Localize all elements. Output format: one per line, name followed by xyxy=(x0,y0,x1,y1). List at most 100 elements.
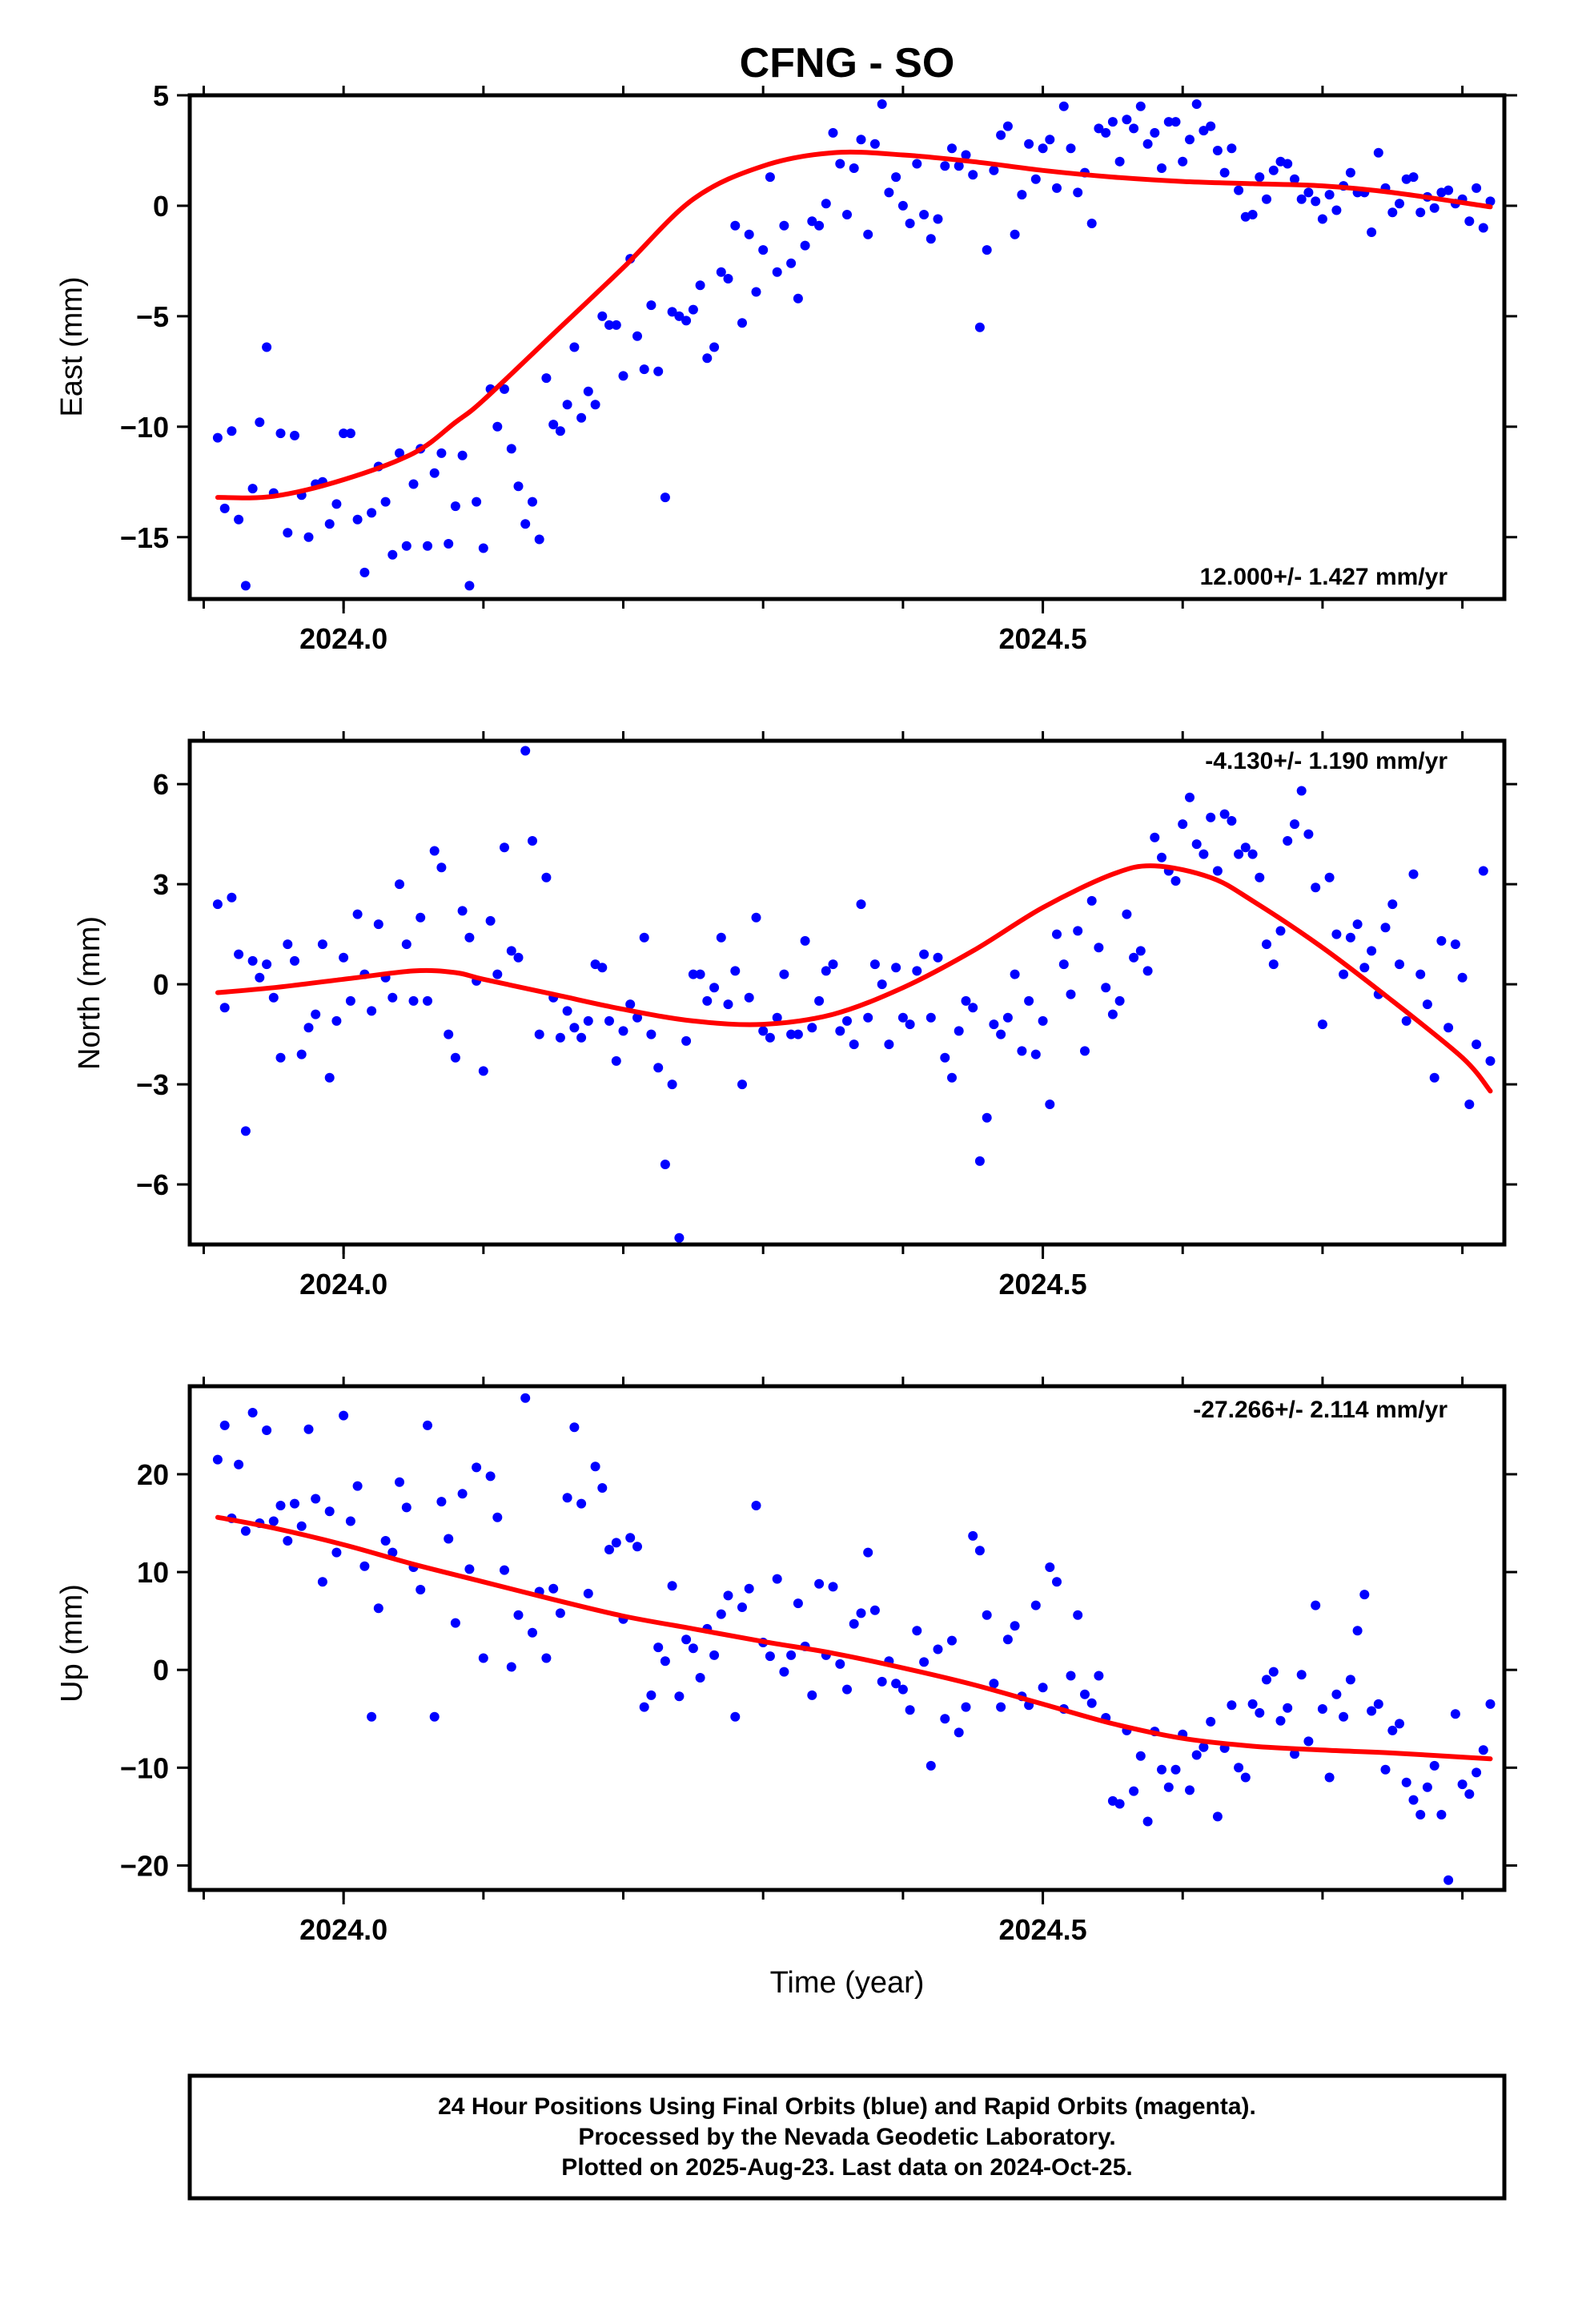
east-frame xyxy=(187,93,1507,601)
up-point-0 xyxy=(212,1454,223,1465)
north-point-114 xyxy=(1010,969,1020,979)
up-point-67 xyxy=(681,1634,692,1645)
up-point-32 xyxy=(436,1497,447,1507)
up-xtick-label-2024: 2024.0 xyxy=(299,1913,387,1946)
up-point-158 xyxy=(1317,1704,1327,1714)
up-point-83 xyxy=(793,1598,803,1609)
north-point-180 xyxy=(1472,1039,1482,1050)
east-point-168 xyxy=(1387,207,1398,218)
north-point-49 xyxy=(555,1032,565,1043)
up-point-152 xyxy=(1275,1715,1286,1726)
east-point-67 xyxy=(681,316,692,326)
up-point-122 xyxy=(1066,1671,1076,1681)
east-point-4 xyxy=(240,581,251,591)
north-frame xyxy=(187,738,1507,1247)
east-point-146 xyxy=(1234,185,1244,195)
east-point-140 xyxy=(1191,99,1202,109)
east-point-89 xyxy=(835,159,845,169)
north-point-170 xyxy=(1401,1015,1411,1026)
east-point-143 xyxy=(1212,146,1223,155)
north-point-101 xyxy=(919,949,930,959)
north-point-38 xyxy=(478,1066,488,1076)
up-point-61 xyxy=(639,1702,649,1712)
east-point-41 xyxy=(500,384,509,394)
north-point-28 xyxy=(408,995,419,1006)
east-point-19 xyxy=(345,428,355,439)
up-point-4 xyxy=(240,1526,251,1536)
east-point-82 xyxy=(786,258,797,268)
east-point-136 xyxy=(1163,117,1174,127)
north-point-103 xyxy=(933,952,943,963)
east-rate-label: 12.000+/- 1.427 mm/yr xyxy=(1200,564,1448,590)
north-point-32 xyxy=(436,862,447,873)
east-point-45 xyxy=(528,497,537,507)
east-point-110 xyxy=(982,245,992,255)
up-point-59 xyxy=(625,1533,636,1543)
north-point-25 xyxy=(387,992,398,1003)
east-point-158 xyxy=(1317,214,1327,224)
east-point-21 xyxy=(359,567,370,577)
north-point-84 xyxy=(800,935,810,946)
east-point-3 xyxy=(234,514,244,525)
east-point-123 xyxy=(1073,187,1083,198)
up-point-156 xyxy=(1303,1736,1314,1747)
up-point-21 xyxy=(359,1561,370,1571)
north-point-52 xyxy=(576,1032,587,1043)
north-point-163 xyxy=(1352,919,1363,930)
up-point-41 xyxy=(500,1565,509,1575)
north-point-3 xyxy=(234,949,244,959)
north-point-17 xyxy=(331,1015,342,1026)
up-point-126 xyxy=(1094,1671,1104,1681)
north-point-93 xyxy=(863,1012,873,1023)
north-point-126 xyxy=(1094,943,1104,953)
up-point-161 xyxy=(1339,1711,1349,1722)
north-point-65 xyxy=(667,1080,677,1090)
up-point-49 xyxy=(555,1608,565,1618)
east-point-50 xyxy=(562,400,572,410)
east-point-88 xyxy=(828,127,838,138)
north-point-140 xyxy=(1191,839,1202,850)
up-point-14 xyxy=(311,1494,321,1504)
up-point-40 xyxy=(492,1512,503,1522)
north-ytick-label-3: 3 xyxy=(153,868,169,901)
east-point-181 xyxy=(1478,223,1488,233)
north-point-143 xyxy=(1212,866,1223,876)
east-point-104 xyxy=(940,161,950,171)
up-point-104 xyxy=(940,1714,950,1724)
east-point-63 xyxy=(653,366,664,376)
east-point-100 xyxy=(912,159,922,169)
north-ytick-label--3: −3 xyxy=(136,1068,169,1101)
north-point-174 xyxy=(1429,1072,1439,1083)
east-point-58 xyxy=(618,371,628,381)
north-point-7 xyxy=(262,959,272,970)
north-point-118 xyxy=(1038,1015,1048,1026)
east-point-49 xyxy=(555,426,565,436)
east-point-77 xyxy=(751,287,761,297)
east-point-117 xyxy=(1030,174,1041,184)
east-point-17 xyxy=(331,499,342,509)
east-point-79 xyxy=(765,172,775,183)
up-point-22 xyxy=(367,1711,377,1722)
east-point-6 xyxy=(255,417,265,428)
north-point-34 xyxy=(450,1052,460,1063)
north-point-85 xyxy=(807,1023,817,1033)
north-point-9 xyxy=(275,1052,286,1063)
east-point-165 xyxy=(1367,227,1377,237)
north-point-56 xyxy=(604,1015,614,1026)
north-point-153 xyxy=(1283,836,1293,846)
north-point-105 xyxy=(947,1072,957,1083)
north-point-67 xyxy=(681,1035,692,1046)
up-point-33 xyxy=(444,1534,454,1544)
north-point-144 xyxy=(1219,809,1230,819)
east-point-48 xyxy=(548,420,559,430)
north-point-100 xyxy=(912,966,922,976)
east-point-83 xyxy=(793,293,803,304)
east-point-96 xyxy=(884,187,894,198)
north-ytick-label-6: 6 xyxy=(153,768,169,801)
east-xtick-label-2024: 2024.0 xyxy=(299,622,387,655)
up-point-142 xyxy=(1206,1716,1216,1727)
up-point-103 xyxy=(933,1644,943,1655)
east-point-38 xyxy=(478,543,488,553)
up-point-170 xyxy=(1401,1777,1411,1787)
north-point-106 xyxy=(954,1026,964,1036)
